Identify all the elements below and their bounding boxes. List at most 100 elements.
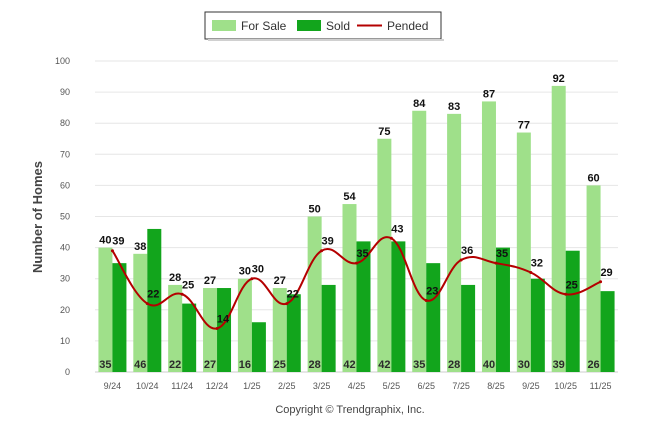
bar-for-sale <box>551 85 566 372</box>
x-tick-label: 1/25 <box>243 381 261 391</box>
for-sale-label: 27 <box>274 275 286 287</box>
pended-point <box>599 280 603 284</box>
for-sale-label: 92 <box>553 73 565 85</box>
pended-point <box>180 292 184 296</box>
sold-label: 30 <box>518 359 530 371</box>
pended-label: 25 <box>566 279 578 291</box>
sold-label: 28 <box>309 359 321 371</box>
y-tick-label: 100 <box>55 56 70 66</box>
pended-point <box>250 277 254 281</box>
x-tick-label: 4/25 <box>348 381 366 391</box>
sold-label: 40 <box>483 359 495 371</box>
pended-label: 22 <box>147 289 159 301</box>
pended-label: 25 <box>182 279 194 291</box>
bar-sold <box>112 263 127 372</box>
y-tick-label: 40 <box>60 243 70 253</box>
sold-label: 42 <box>343 359 355 371</box>
legend-box <box>204 11 442 40</box>
bar-sold <box>461 284 476 372</box>
pended-label: 30 <box>252 264 264 276</box>
pended-line-layer <box>110 236 603 330</box>
pended-label: 14 <box>217 313 230 325</box>
bar-sold <box>286 294 301 372</box>
y-tick-label: 10 <box>60 336 70 346</box>
sold-label: 28 <box>448 359 460 371</box>
pended-point <box>355 261 358 265</box>
pended-point <box>145 302 149 306</box>
bar-for-sale <box>586 185 601 372</box>
x-tick-label: 12/24 <box>206 381 229 391</box>
x-tick-label: 6/25 <box>417 381 435 391</box>
pended-label: 43 <box>391 223 403 235</box>
y-axis-label: Number of Homes <box>30 161 45 273</box>
legend-swatch-for-sale <box>212 20 236 31</box>
y-tick-label: 60 <box>60 180 70 190</box>
bar-sold <box>391 241 406 372</box>
bar-sold <box>217 288 232 372</box>
sold-label: 27 <box>204 359 216 371</box>
bar-sold <box>495 247 510 372</box>
x-tick-label: 11/25 <box>590 381 612 391</box>
bar-for-sale <box>203 288 218 372</box>
for-sale-label: 75 <box>378 126 390 138</box>
bar-sold <box>356 241 371 372</box>
pended-label: 39 <box>112 236 124 248</box>
bar-for-sale <box>377 138 392 372</box>
legend-shadow <box>208 39 444 41</box>
bar-for-sale <box>481 101 496 373</box>
sold-label: 39 <box>553 359 565 371</box>
pended-label: 35 <box>496 248 508 260</box>
pended-label: 23 <box>426 285 438 297</box>
legend-swatch-sold <box>297 20 321 31</box>
bar-for-sale <box>342 204 357 372</box>
pended-label: 39 <box>322 236 334 248</box>
sold-label: 25 <box>274 359 286 371</box>
pended-point <box>529 270 533 274</box>
pended-point <box>110 249 114 253</box>
pended-point <box>389 236 393 240</box>
pended-point <box>320 249 324 253</box>
for-sale-label: 54 <box>343 191 356 203</box>
y-tick-label: 20 <box>60 305 70 315</box>
bar-for-sale <box>272 288 287 372</box>
for-sale-label: 50 <box>309 204 321 216</box>
x-tick-label: 7/25 <box>452 381 470 391</box>
sold-label: 46 <box>134 359 146 371</box>
x-tick-label: 10/24 <box>136 381 159 391</box>
x-tick-label: 8/25 <box>487 381 505 391</box>
bar-sold <box>530 278 545 372</box>
for-sale-label: 84 <box>413 98 426 110</box>
pended-point <box>494 261 498 265</box>
sold-label: 16 <box>239 359 251 371</box>
for-sale-label: 30 <box>239 266 251 278</box>
pended-label: 22 <box>287 289 299 301</box>
sold-label: 26 <box>587 359 599 371</box>
bar-for-sale <box>516 132 531 372</box>
pended-point <box>564 292 568 296</box>
bar-for-sale <box>447 113 462 373</box>
y-tick-label: 0 <box>65 367 70 377</box>
for-sale-label: 40 <box>99 235 111 247</box>
x-tick-label: 9/25 <box>522 381 540 391</box>
x-tick-label: 2/25 <box>278 381 296 391</box>
bar-for-sale <box>307 216 322 372</box>
bar-sold <box>321 284 336 372</box>
y-tick-label: 80 <box>60 118 70 128</box>
sold-label: 35 <box>99 359 111 371</box>
bar-for-sale <box>168 284 183 372</box>
sold-label: 35 <box>413 359 425 371</box>
y-tick-label: 70 <box>60 149 70 159</box>
bar-sold <box>251 322 266 372</box>
legend-label-for-sale: For Sale <box>241 19 287 33</box>
x-tick-label: 11/24 <box>171 381 193 391</box>
pended-point <box>424 298 428 302</box>
bar-sold <box>426 263 441 372</box>
y-tick-label: 30 <box>60 274 70 284</box>
for-sale-label: 38 <box>134 241 146 253</box>
bar-for-sale <box>98 247 113 372</box>
data-labels: 4035384628222727301627255028544275428435… <box>99 73 612 371</box>
legend-label-sold: Sold <box>326 19 350 33</box>
pended-point <box>215 326 219 330</box>
pended-point <box>285 302 289 306</box>
for-sale-label: 60 <box>587 172 599 184</box>
